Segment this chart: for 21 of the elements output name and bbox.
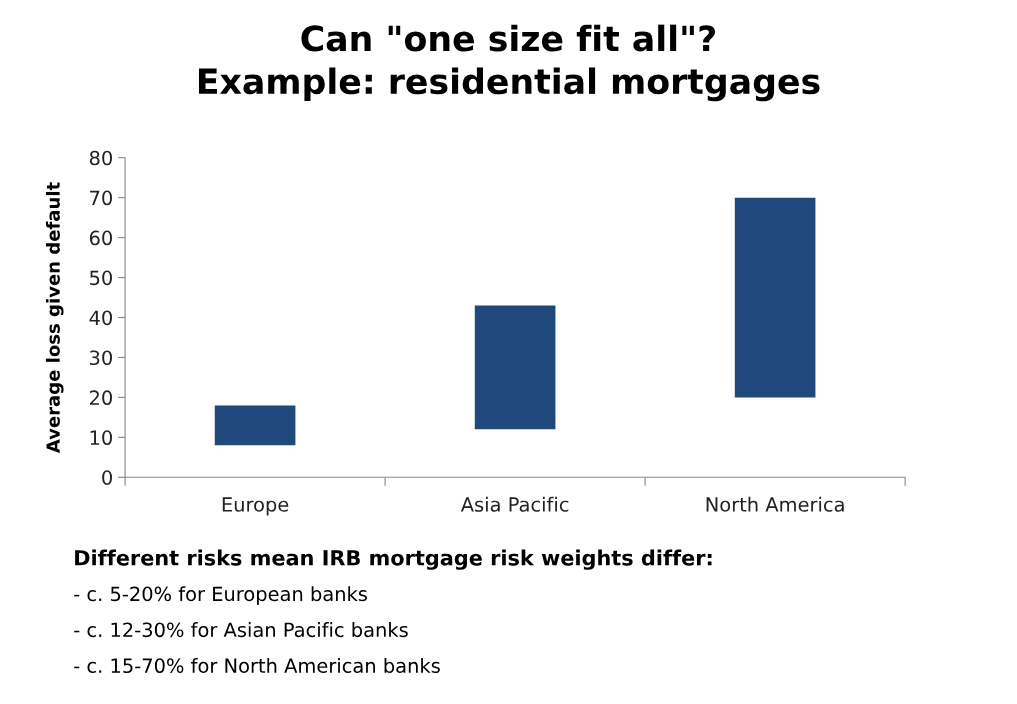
y-tick-label: 10 (90, 430, 112, 446)
y-tick-label: 30 (90, 350, 112, 366)
bar (214, 405, 296, 446)
y-axis-title: Average loss given default (45, 182, 64, 454)
x-tick-label: Asia Pacific (460, 496, 569, 512)
x-tick-label: Europe (222, 497, 289, 516)
x-tick-label: North America (706, 496, 844, 512)
y-tick-label: 50 (90, 270, 112, 286)
bar (734, 197, 816, 398)
text: - c. 12-30% for Asian Pacific banks (74, 622, 408, 638)
text: Different risks mean IRB mortgage risk weights differ: (75, 549, 712, 570)
bar (474, 305, 556, 430)
y-tick-label: 70 (90, 190, 112, 206)
y-tick-label: 20 (89, 390, 112, 406)
text: - c. 5-20% for European banks (74, 586, 367, 605)
y-tick-label: 80 (89, 150, 112, 166)
text: - c. 15-70% for North American banks (74, 657, 440, 674)
y-tick-label: 0 (102, 470, 112, 485)
y-tick-label: 40 (89, 310, 112, 326)
y-tick-label: 60 (89, 230, 112, 246)
chart-title: Can "one size fit all"? Example: residential mortgages (198, 24, 820, 102)
